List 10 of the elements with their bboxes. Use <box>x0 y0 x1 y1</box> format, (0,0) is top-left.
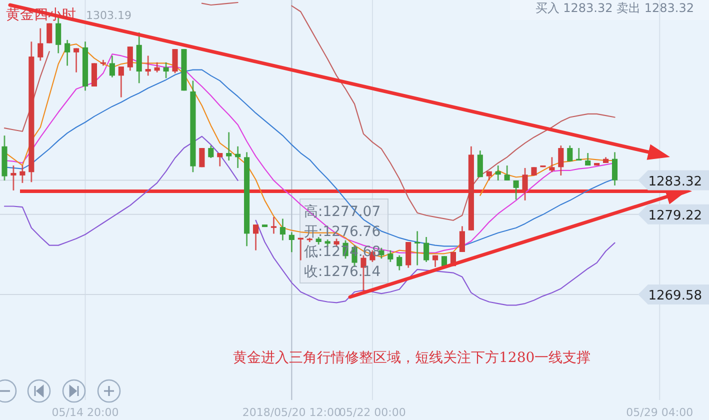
y-tick-label: 1279.22 <box>648 208 702 224</box>
x-tick-label: 05/22 00:00 <box>338 406 406 419</box>
annotation: 买入 1283.32 卖出 1283.32 <box>535 1 694 15</box>
y-tick-label: 1269.58 <box>648 288 702 304</box>
annotation: 1303.19 <box>86 9 132 22</box>
x-tick-label: 05/14 20:00 <box>52 406 119 419</box>
y-tick-label: 1283.32 <box>648 174 702 190</box>
x-tick-label: 05/29 04:00 <box>626 406 694 419</box>
annotation: 黄金进入三角行情修整区域，短线关注下方1280一线支撑 <box>233 350 591 366</box>
x-tick-label: 2018/05/20 12:00 <box>242 406 341 419</box>
